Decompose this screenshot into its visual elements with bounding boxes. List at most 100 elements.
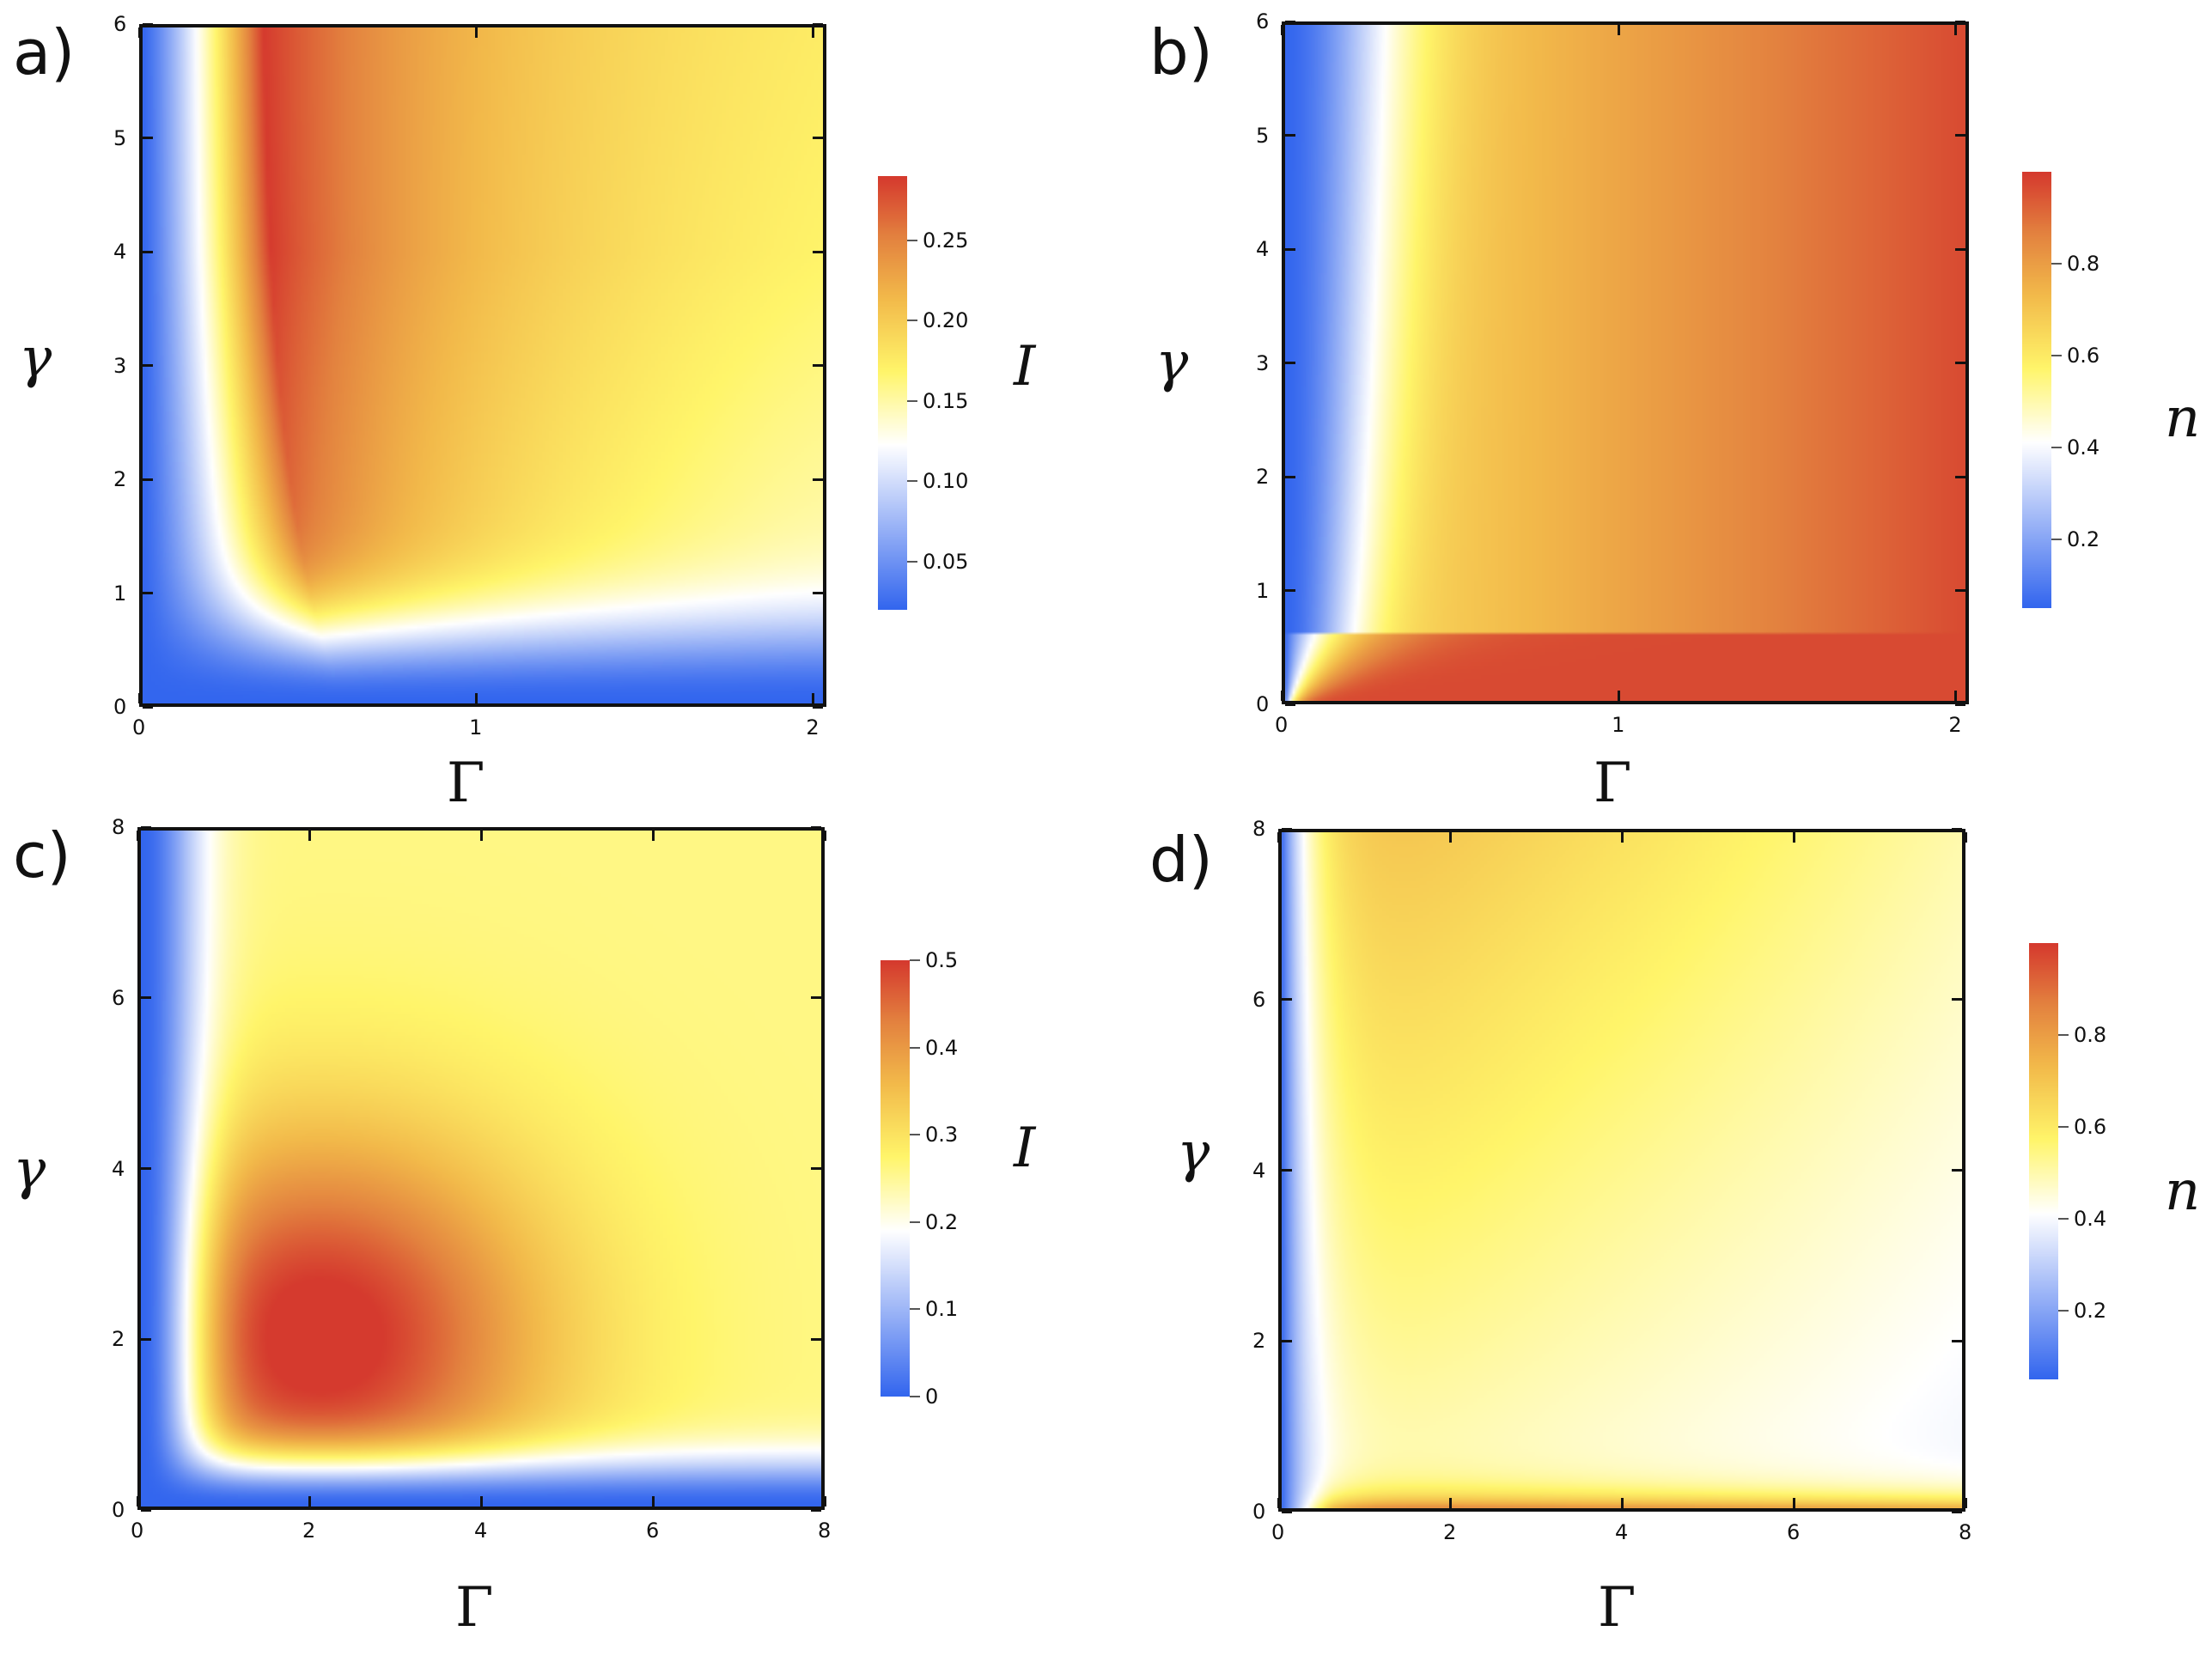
x-tick-mark: [1953, 691, 1957, 701]
y-tick-mark: [811, 1337, 821, 1341]
y-tick-mark: [1952, 1169, 1962, 1172]
y-axis-label: γ: [13, 1138, 46, 1202]
y-tick-mark: [1282, 1339, 1292, 1342]
y-tick-label: 6: [113, 12, 127, 36]
x-axis-label: Γ: [447, 752, 485, 815]
colorbar-tick-mark: [2058, 1217, 2069, 1220]
y-tick-mark: [1285, 247, 1295, 251]
x-tick-mark: [1280, 691, 1283, 701]
colorbar: [881, 960, 910, 1397]
x-tick-mark: [137, 693, 141, 703]
y-tick-mark: [141, 1508, 151, 1512]
y-tick-mark: [143, 137, 153, 139]
y-tick-label: 4: [112, 1156, 125, 1181]
colorbar-tick-mark: [910, 1396, 920, 1397]
x-tick-label: 8: [818, 1519, 832, 1543]
colorbar-tick-mark: [907, 320, 917, 322]
x-tick-mark: [1280, 25, 1283, 35]
y-axis-label: γ: [1177, 1121, 1210, 1184]
colorbar-gradient: [881, 960, 910, 1397]
y-tick-label: 6: [112, 985, 125, 1010]
colorbar-tick-label: 0.6: [2067, 343, 2100, 368]
x-tick-label: 1: [469, 715, 483, 740]
colorbar-tick-label: 0.8: [2067, 251, 2100, 276]
y-tick-mark: [1285, 362, 1295, 364]
x-tick-mark: [1964, 832, 1967, 843]
y-tick-mark: [1955, 20, 1965, 23]
x-tick-mark: [308, 1496, 311, 1507]
y-axis-label: γ: [19, 326, 52, 390]
y-tick-mark: [813, 592, 823, 594]
x-tick-mark: [1964, 1498, 1967, 1508]
colorbar-tick-mark: [907, 480, 917, 483]
y-tick-mark: [1285, 134, 1295, 137]
colorbar-tick-label: 0.3: [925, 1123, 959, 1147]
y-tick-mark: [1955, 475, 1965, 478]
y-tick-mark: [1285, 589, 1295, 592]
heatmap-cells: [141, 831, 821, 1507]
colorbar-gradient: [2029, 943, 2058, 1379]
y-tick-mark: [143, 592, 153, 594]
y-tick-label: 6: [1252, 987, 1266, 1012]
x-tick-label: 2: [806, 715, 820, 740]
x-tick-label: 4: [1615, 1520, 1629, 1544]
colorbar-label: n: [2165, 1160, 2201, 1223]
colorbar-label: n: [2165, 387, 2201, 450]
y-tick-label: 8: [112, 815, 125, 839]
colorbar-tick-label: 0.6: [2074, 1114, 2107, 1139]
colorbar-tick-mark: [2058, 1309, 2069, 1312]
y-tick-mark: [1285, 20, 1295, 23]
y-tick-label: 2: [112, 1327, 125, 1352]
colorbar-tick-label: 0.4: [2074, 1206, 2107, 1231]
x-tick-label: 2: [1443, 1520, 1457, 1544]
x-tick-mark: [823, 831, 826, 841]
x-tick-mark: [136, 831, 139, 841]
x-tick-label: 1: [1612, 713, 1625, 737]
colorbar-tick-mark: [2051, 262, 2062, 265]
y-tick-mark: [1282, 1510, 1292, 1513]
x-tick-label: 6: [646, 1519, 660, 1543]
colorbar-tick-label: 0.8: [2074, 1022, 2107, 1047]
y-tick-mark: [141, 1167, 151, 1170]
x-tick-mark: [137, 27, 141, 38]
x-tick-label: 4: [474, 1519, 488, 1543]
x-tick-mark: [1448, 832, 1452, 843]
x-tick-mark: [1617, 691, 1620, 701]
y-tick-mark: [143, 705, 153, 709]
colorbar-tick-mark: [2058, 1125, 2069, 1128]
y-tick-mark: [813, 137, 823, 139]
colorbar-label: I: [1014, 335, 1036, 399]
y-tick-mark: [143, 478, 153, 481]
colorbar-tick-label: 0.4: [925, 1035, 959, 1060]
colorbar-tick-mark: [910, 1220, 920, 1223]
colorbar-tick-mark: [2058, 1033, 2069, 1036]
y-tick-label: 5: [113, 125, 127, 150]
y-tick-mark: [141, 825, 151, 829]
x-tick-mark: [1617, 25, 1620, 35]
y-tick-mark: [1955, 703, 1965, 706]
colorbar-tick-mark: [910, 959, 920, 961]
y-tick-label: 2: [1256, 465, 1270, 489]
y-tick-label: 6: [1256, 9, 1270, 33]
panel-label: a): [13, 16, 76, 88]
y-tick-mark: [1952, 1510, 1962, 1513]
y-tick-label: 4: [113, 240, 127, 264]
colorbar-tick-label: 0.25: [923, 228, 969, 253]
y-tick-mark: [813, 250, 823, 253]
colorbar-gradient: [2022, 172, 2051, 608]
y-tick-label: 0: [113, 695, 127, 719]
y-tick-mark: [1952, 998, 1962, 1001]
colorbar-tick-mark: [2051, 538, 2062, 540]
y-tick-label: 8: [1252, 817, 1266, 841]
y-tick-label: 3: [113, 353, 127, 378]
x-tick-mark: [651, 831, 655, 841]
colorbar-tick-mark: [910, 1046, 920, 1049]
colorbar-tick-label: 0.1: [925, 1297, 959, 1322]
x-axis-label: Γ: [1594, 752, 1632, 815]
y-tick-label: 1: [1256, 578, 1270, 603]
x-tick-mark: [1448, 1498, 1452, 1508]
x-tick-mark: [651, 1496, 655, 1507]
y-tick-label: 1: [113, 581, 127, 606]
colorbar-tick-label: 0.4: [2067, 435, 2100, 460]
x-tick-label: 0: [132, 715, 146, 740]
